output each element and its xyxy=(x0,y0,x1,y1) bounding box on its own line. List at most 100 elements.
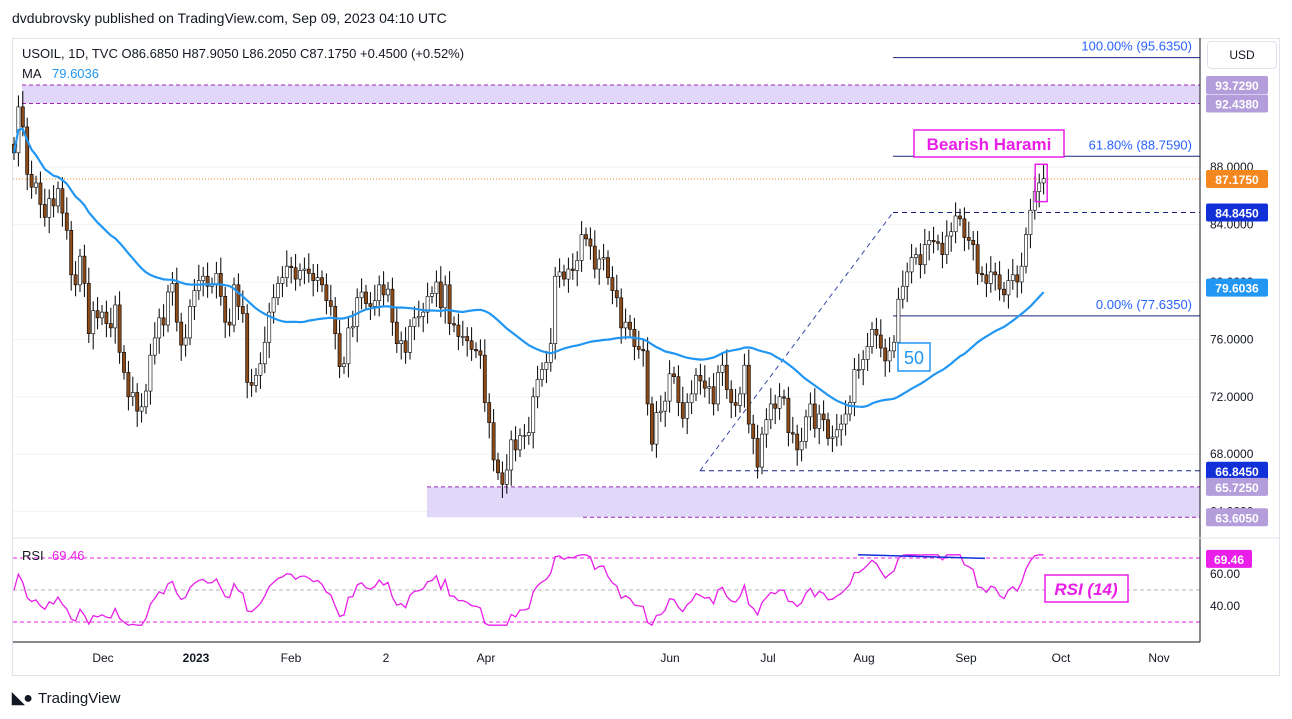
candle-body xyxy=(394,321,399,344)
candle-body xyxy=(1006,280,1011,296)
candle-body xyxy=(166,291,170,326)
price-marker-label: 63.6050 xyxy=(1215,511,1259,525)
price-marker-bg xyxy=(1206,75,1268,94)
candle-body xyxy=(522,435,527,437)
candle-body xyxy=(883,347,888,362)
moving-average-line xyxy=(12,127,1045,409)
candle-body xyxy=(447,284,452,324)
price-marker-bg xyxy=(1206,461,1268,480)
fib-label-0: 100.00% (95.6350) xyxy=(1081,39,1192,54)
legend-ma-label: MA xyxy=(22,66,42,81)
candle-body xyxy=(293,267,298,280)
candle-body xyxy=(271,297,276,313)
candle-body xyxy=(469,340,474,350)
candle-body xyxy=(566,268,571,280)
candle-body xyxy=(504,469,509,485)
candle-body xyxy=(82,255,87,284)
candle-body xyxy=(122,351,126,373)
candle-body xyxy=(91,310,96,334)
candle-body xyxy=(557,271,562,277)
candle-body xyxy=(817,413,822,429)
candle-body xyxy=(535,379,540,398)
candle-body xyxy=(716,372,720,405)
candle-body xyxy=(588,238,593,247)
rsi-tag: RSI (14) xyxy=(1054,580,1118,599)
zones-layer xyxy=(22,84,1200,518)
price-marker-label: 66.8450 xyxy=(1215,465,1259,479)
candle-body xyxy=(1037,182,1042,192)
candle-body xyxy=(359,291,364,299)
rsi-title: RSI xyxy=(22,548,44,563)
candle-body xyxy=(953,215,958,233)
rsi-divergence-line xyxy=(857,554,986,560)
candle-body xyxy=(452,323,456,326)
candle-body xyxy=(896,298,901,343)
candles-layer xyxy=(12,91,1046,498)
candle-body xyxy=(95,310,100,319)
candle-body xyxy=(280,277,285,284)
candle-body xyxy=(742,364,747,395)
candle-body xyxy=(689,393,694,403)
candle-body xyxy=(619,297,624,329)
x-tick-label: Apr xyxy=(477,651,496,665)
candle-body xyxy=(711,386,716,405)
legend-ma-value: 79.6036 xyxy=(52,66,99,81)
candle-body xyxy=(34,182,38,188)
candle-body xyxy=(927,240,932,245)
fib-trend-line xyxy=(699,212,894,472)
candle-body xyxy=(658,410,663,413)
candle-body xyxy=(25,126,30,175)
candle-body xyxy=(390,288,395,323)
rsi-tick-label: 40.00 xyxy=(1210,599,1240,613)
candle-body xyxy=(799,440,804,451)
candle-body xyxy=(707,386,712,389)
candle-body xyxy=(553,275,558,344)
candle-body xyxy=(729,389,734,403)
candle-body xyxy=(403,340,408,353)
candle-body xyxy=(584,234,588,240)
candle-body xyxy=(975,244,980,274)
candle-body xyxy=(438,281,443,309)
candle-body xyxy=(720,364,725,373)
candle-body xyxy=(460,336,465,338)
candle-body xyxy=(601,257,606,260)
candle-body xyxy=(936,241,940,244)
candle-body xyxy=(786,397,791,433)
price-marker-label: 65.7250 xyxy=(1215,481,1259,495)
candle-body xyxy=(500,472,505,485)
candle-body xyxy=(346,327,351,365)
candle-body xyxy=(324,284,329,301)
x-tick-label: Sep xyxy=(955,651,977,665)
candle-body xyxy=(1024,234,1028,267)
candle-body xyxy=(579,234,584,261)
candle-body xyxy=(113,304,118,329)
candle-body xyxy=(104,311,109,324)
candle-body xyxy=(368,303,373,307)
candle-body xyxy=(64,212,69,231)
candle-body xyxy=(905,271,910,287)
candle-body xyxy=(315,277,320,281)
candle-body xyxy=(830,436,835,439)
candle-body xyxy=(311,273,316,281)
ma-period-box xyxy=(897,342,931,372)
candle-body xyxy=(223,296,228,323)
candle-body xyxy=(372,300,377,307)
pattern-label: Bearish Harami xyxy=(927,135,1052,154)
candle-body xyxy=(777,396,782,409)
candle-body xyxy=(922,244,927,266)
price-marker-bg xyxy=(1206,508,1268,527)
candle-body xyxy=(29,174,34,188)
candle-body xyxy=(1028,209,1033,235)
candle-body xyxy=(949,231,954,237)
candle-body xyxy=(430,293,434,297)
candle-body xyxy=(958,215,962,220)
legend-ohlc: USOIL, 1D, TVC O86.6850 H87.9050 L86.205… xyxy=(22,46,464,61)
candle-body xyxy=(672,373,676,377)
candle-body xyxy=(878,334,883,349)
currency-button[interactable]: USD xyxy=(1207,41,1277,69)
footer-brand: TradingView xyxy=(37,689,121,707)
candle-body xyxy=(843,413,848,425)
candle-body xyxy=(245,313,250,383)
candle-body xyxy=(192,290,197,307)
